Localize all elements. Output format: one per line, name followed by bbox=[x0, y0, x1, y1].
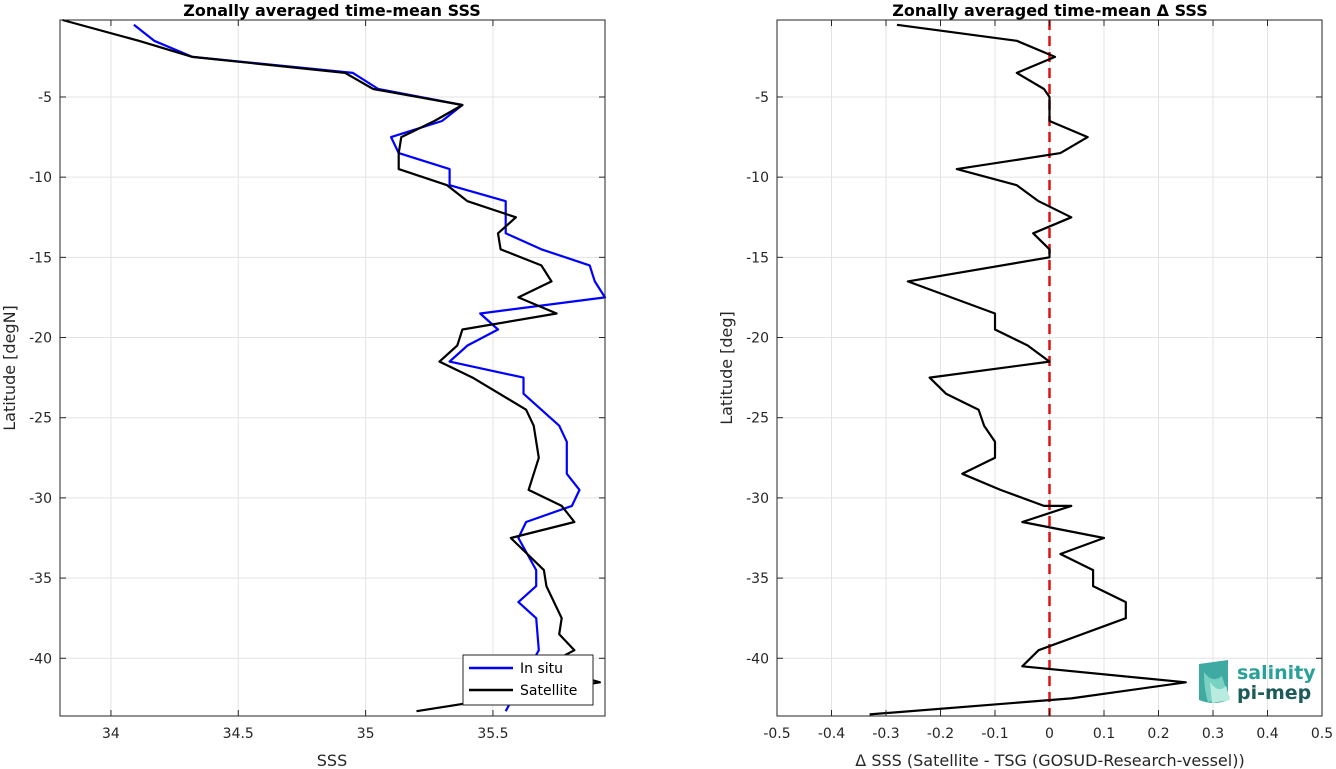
left-axes-box bbox=[59, 19, 606, 717]
x-tick-label: 35 bbox=[357, 726, 375, 742]
satellite-series-line bbox=[62, 18, 602, 713]
y-tick-label: -35 bbox=[746, 571, 769, 587]
x-tick-label: -0.5 bbox=[763, 726, 790, 742]
right-ticks: -0.5 -0.4 -0.3 -0.2 -0.1 0 0.1 0.2 0.3 0.4 0.5 -5 -1… bbox=[746, 20, 1333, 742]
in-situ-series-line bbox=[133, 23, 607, 712]
left-panel: Zonally averaged time-mean SSS 34 34.5 35 3… bbox=[0, 1, 607, 769]
salinity-pi-mep-logo: salinity pi-mep bbox=[1199, 660, 1316, 704]
x-tick-label: -0.3 bbox=[872, 726, 899, 742]
right-x-axis-label: Δ SSS (Satellite - TSG (GOSUD-Research-v… bbox=[855, 751, 1244, 769]
x-tick-label: 0.4 bbox=[1256, 726, 1278, 742]
left-series-lines bbox=[62, 18, 607, 713]
y-tick-label: -5 bbox=[755, 90, 769, 106]
x-tick-label: 34 bbox=[102, 726, 120, 742]
x-tick-label: -0.1 bbox=[981, 726, 1008, 742]
y-tick-label: -20 bbox=[29, 331, 52, 347]
delta-sss-series-line bbox=[869, 23, 1187, 716]
left-ticks: 34 34.5 35 35.5 -5 -10 -15 -20 -25 -30 -35 -40 bbox=[29, 20, 605, 742]
y-tick-label: -30 bbox=[746, 491, 769, 507]
x-tick-label: 0.2 bbox=[1147, 726, 1169, 742]
x-tick-label: -0.4 bbox=[818, 726, 845, 742]
x-tick-label: -0.2 bbox=[927, 726, 954, 742]
y-tick-label: -5 bbox=[38, 90, 52, 106]
right-series-lines bbox=[869, 20, 1187, 716]
x-tick-label: 0.5 bbox=[1311, 726, 1333, 742]
legend-label-satellite: Satellite bbox=[520, 683, 577, 699]
y-tick-label: -35 bbox=[29, 571, 52, 587]
y-tick-label: -10 bbox=[746, 170, 769, 186]
y-tick-label: -40 bbox=[29, 651, 52, 667]
right-y-axis-label: Latitude [deg] bbox=[717, 311, 736, 425]
left-y-axis-label: Latitude [degN] bbox=[0, 305, 19, 431]
left-x-axis-label: SSS bbox=[317, 751, 347, 769]
right-chart-title: Zonally averaged time-mean Δ SSS bbox=[892, 1, 1208, 20]
y-tick-label: -25 bbox=[746, 411, 769, 427]
x-tick-label: 35.5 bbox=[477, 726, 508, 742]
legend-box bbox=[462, 654, 594, 706]
left-chart-title: Zonally averaged time-mean SSS bbox=[183, 1, 481, 20]
logo-line-1: salinity bbox=[1237, 662, 1316, 684]
x-tick-label: 34.5 bbox=[223, 726, 254, 742]
right-panel: Zonally averaged time-mean Δ SSS -0.5 -0.… bbox=[717, 1, 1333, 769]
y-tick-label: -30 bbox=[29, 491, 52, 507]
left-grid bbox=[60, 20, 605, 716]
y-tick-label: -20 bbox=[746, 331, 769, 347]
logo-wave-icon bbox=[1199, 660, 1230, 703]
x-tick-label: 0.1 bbox=[1093, 726, 1115, 742]
x-tick-label: 0 bbox=[1045, 726, 1054, 742]
y-tick-label: -15 bbox=[746, 250, 769, 266]
x-tick-label: 0.3 bbox=[1202, 726, 1224, 742]
legend: In situ Satellite bbox=[462, 654, 594, 706]
y-tick-label: -40 bbox=[746, 651, 769, 667]
legend-label-in-situ: In situ bbox=[520, 661, 563, 677]
y-tick-label: -10 bbox=[29, 170, 52, 186]
logo-line-2: pi-mep bbox=[1237, 682, 1311, 704]
y-tick-label: -15 bbox=[29, 250, 52, 266]
y-tick-label: -25 bbox=[29, 411, 52, 427]
